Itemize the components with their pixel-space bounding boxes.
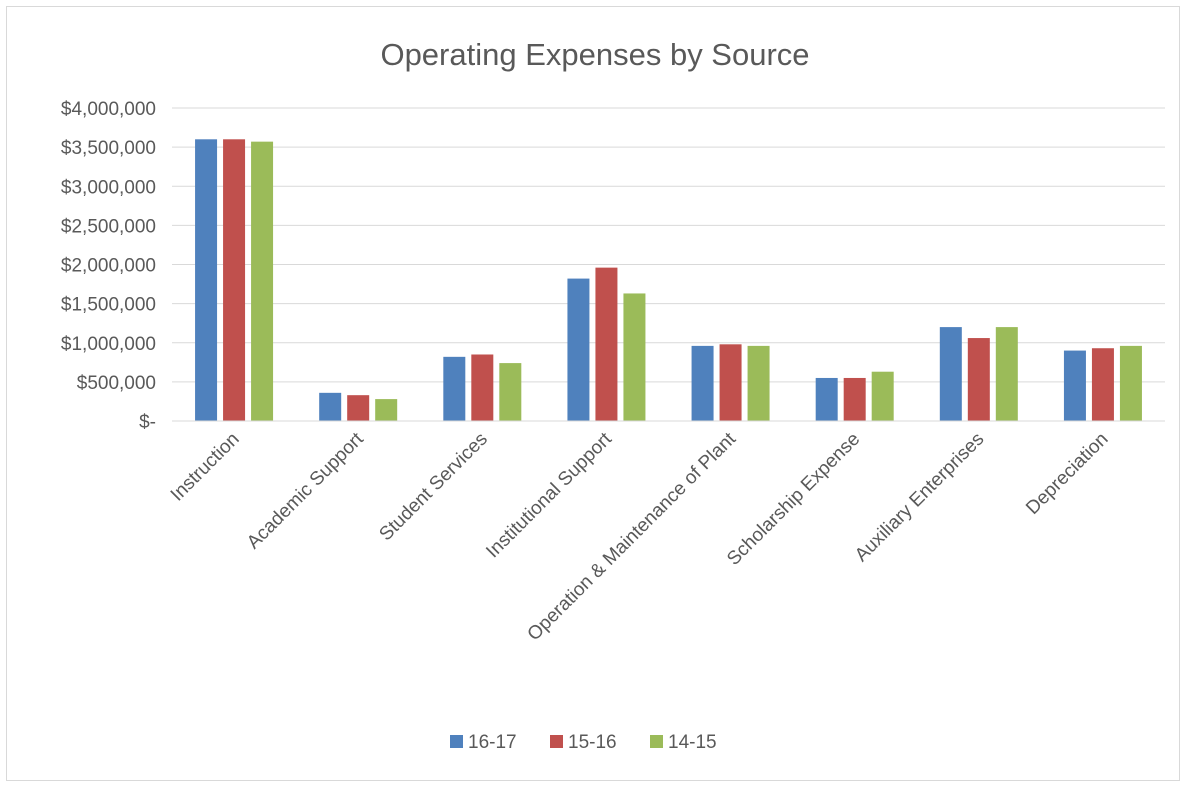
x-category-label: Depreciation <box>1022 429 1112 519</box>
bar-16-17-2 <box>443 356 466 421</box>
legend-label: 16-17 <box>468 732 517 753</box>
bar-16-17-6 <box>939 327 962 421</box>
legend-swatch <box>550 735 563 748</box>
bar-15-16-5 <box>843 377 866 421</box>
bar-15-16-0 <box>223 139 246 422</box>
y-tick-label: $- <box>139 412 156 433</box>
bar-15-16-2 <box>471 354 494 421</box>
y-tick-label: $500,000 <box>77 373 156 394</box>
bar-15-16-7 <box>1091 348 1114 421</box>
legend-swatch <box>650 735 663 748</box>
x-category-label: Student Services <box>375 429 491 545</box>
bars <box>195 139 1142 422</box>
bar-16-17-1 <box>319 392 342 421</box>
x-axis-category-labels: Instruction Academic Support Student Servi… <box>167 428 1113 645</box>
bar-14-15-2 <box>499 363 522 421</box>
y-tick-label: $2,000,000 <box>61 256 156 277</box>
chart-title: Operating Expenses by Source <box>380 37 809 72</box>
x-category-label: Instruction <box>167 429 244 506</box>
y-axis-tick-labels: $- $500,000 $1,000,000 $1,500,000 $2,000,000… <box>61 99 156 433</box>
bar-16-17-3 <box>567 278 590 421</box>
bar-15-16-4 <box>719 344 742 421</box>
bar-14-15-3 <box>623 293 646 421</box>
x-category-label: Auxiliary Enterprises <box>851 429 988 566</box>
bar-14-15-0 <box>251 141 274 421</box>
bar-15-16-1 <box>347 395 370 421</box>
bar-14-15-1 <box>375 399 398 421</box>
bar-14-15-7 <box>1119 345 1142 421</box>
x-category-label: Institutional Support <box>482 428 616 562</box>
legend: 16-17 15-16 14-15 <box>450 732 717 753</box>
y-tick-label: $4,000,000 <box>61 99 156 120</box>
x-category-label: Academic Support <box>243 428 368 553</box>
y-tick-label: $3,500,000 <box>61 138 156 159</box>
bar-15-16-6 <box>967 338 990 421</box>
bar-16-17-7 <box>1063 350 1086 421</box>
bar-16-17-0 <box>195 139 218 422</box>
bar-14-15-6 <box>995 327 1018 421</box>
y-tick-label: $1,500,000 <box>61 295 156 316</box>
y-tick-label: $2,500,000 <box>61 216 156 237</box>
legend-swatch <box>450 735 463 748</box>
bar-15-16-3 <box>595 267 618 421</box>
bar-14-15-5 <box>871 371 894 421</box>
bar-16-17-4 <box>691 345 714 421</box>
x-category-label: Operation & Maintenance of Plant <box>524 428 741 645</box>
y-tick-label: $3,000,000 <box>61 177 156 198</box>
legend-label: 14-15 <box>668 732 717 753</box>
y-tick-label: $1,000,000 <box>61 334 156 355</box>
bar-14-15-4 <box>747 345 770 421</box>
legend-label: 15-16 <box>568 732 617 753</box>
x-category-label: Scholarship Expense <box>723 429 864 570</box>
bar-16-17-5 <box>815 377 838 421</box>
